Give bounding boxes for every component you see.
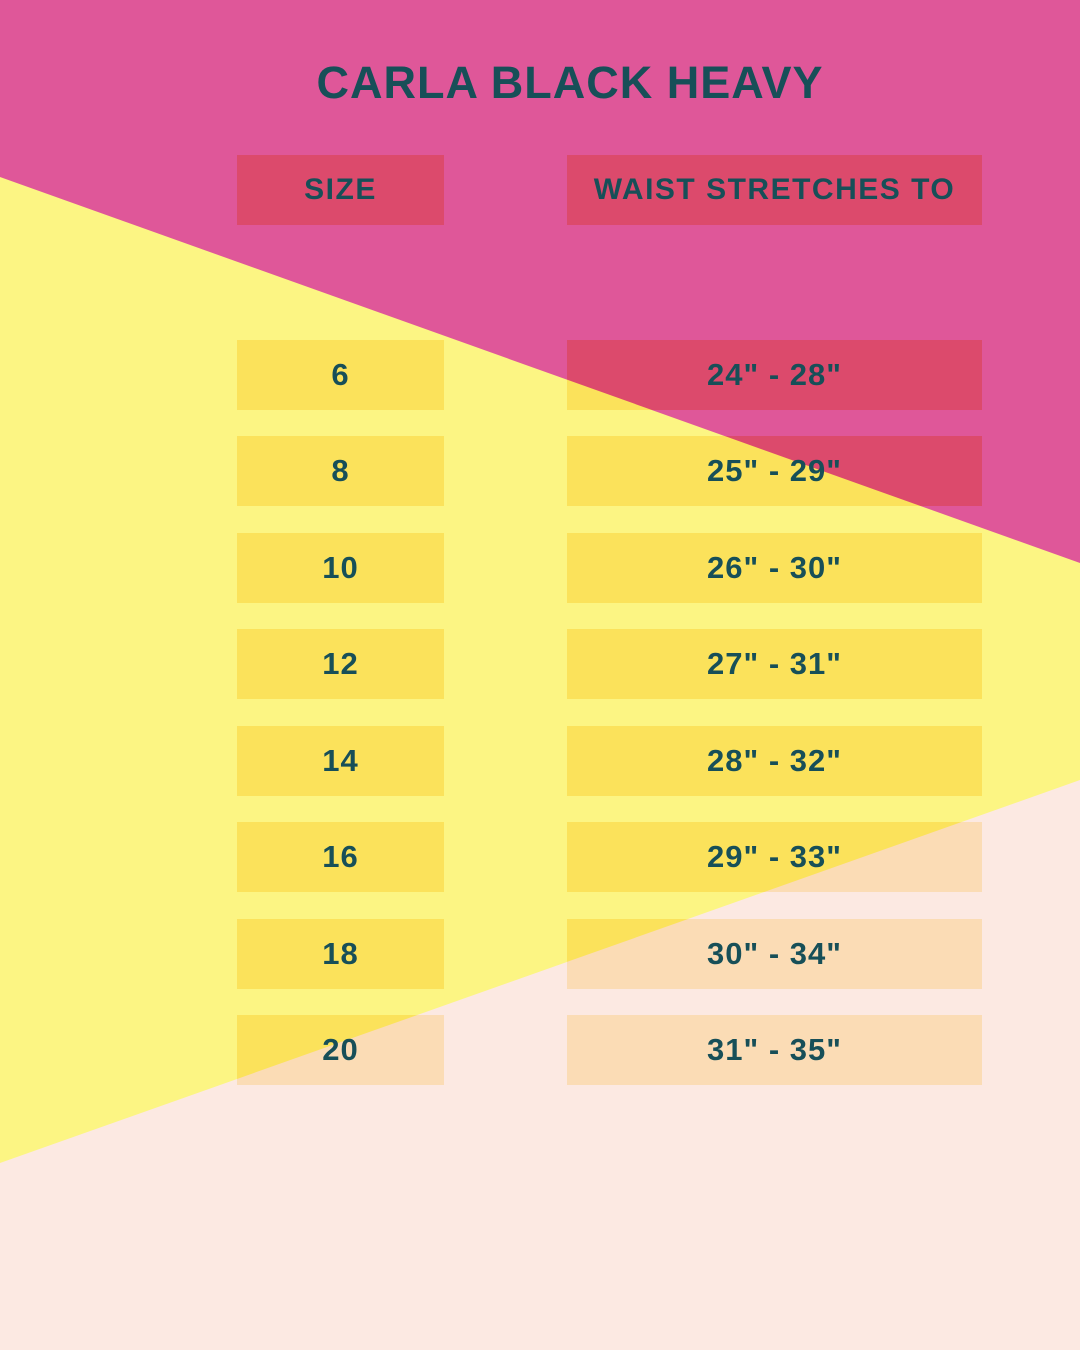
- chart-title: CARLA BLACK HEAVY: [316, 57, 824, 108]
- size-cell-value: 6: [331, 357, 350, 392]
- size-cell-value: 18: [322, 936, 359, 971]
- waist-cell-value: 27" - 31": [707, 646, 842, 681]
- size-cell: 8: [237, 436, 444, 506]
- waist-cell-value: 28" - 32": [707, 743, 842, 778]
- size-cell-value: 12: [322, 646, 359, 681]
- size-cell-value: 16: [322, 839, 359, 874]
- waist-column-header: WAIST STRETCHES TO: [567, 155, 982, 225]
- waist-cell: 28" - 32": [567, 726, 982, 796]
- cream-region-overlay: [567, 1015, 982, 1085]
- waist-cell-value: 26" - 30": [707, 550, 842, 585]
- waist-cell-value: 25" - 29": [707, 453, 842, 488]
- waist-cell: 27" - 31": [567, 629, 982, 699]
- size-cell: 16: [237, 822, 444, 892]
- size-cell: 20: [237, 1015, 444, 1085]
- size-cell: 14: [237, 726, 444, 796]
- waist-cell-value: 31" - 35": [707, 1032, 842, 1067]
- size-column-header: SIZE: [237, 155, 444, 225]
- size-cell-value: 8: [331, 453, 350, 488]
- waist-cell: 30" - 34": [567, 919, 982, 989]
- waist-cell: 25" - 29": [567, 436, 982, 506]
- waist-cell: 26" - 30": [567, 533, 982, 603]
- size-cell-value: 14: [322, 743, 359, 778]
- pink-region-overlay: [567, 340, 982, 410]
- size-column-header-label: SIZE: [304, 173, 377, 206]
- size-cell: 10: [237, 533, 444, 603]
- waist-cell: 31" - 35": [567, 1015, 982, 1085]
- size-cell: 12: [237, 629, 444, 699]
- size-cell-value: 10: [322, 550, 359, 585]
- waist-column-header-label: WAIST STRETCHES TO: [593, 173, 956, 206]
- waist-cell-value: 30" - 34": [707, 936, 842, 971]
- size-cell: 6: [237, 340, 444, 410]
- waist-cell-value: 29" - 33": [707, 839, 842, 874]
- size-cell-value: 20: [322, 1032, 359, 1067]
- waist-cell: 29" - 33": [567, 822, 982, 892]
- size-cell: 18: [237, 919, 444, 989]
- waist-cell: 24" - 28": [567, 340, 982, 410]
- waist-cell-value: 24" - 28": [707, 357, 842, 392]
